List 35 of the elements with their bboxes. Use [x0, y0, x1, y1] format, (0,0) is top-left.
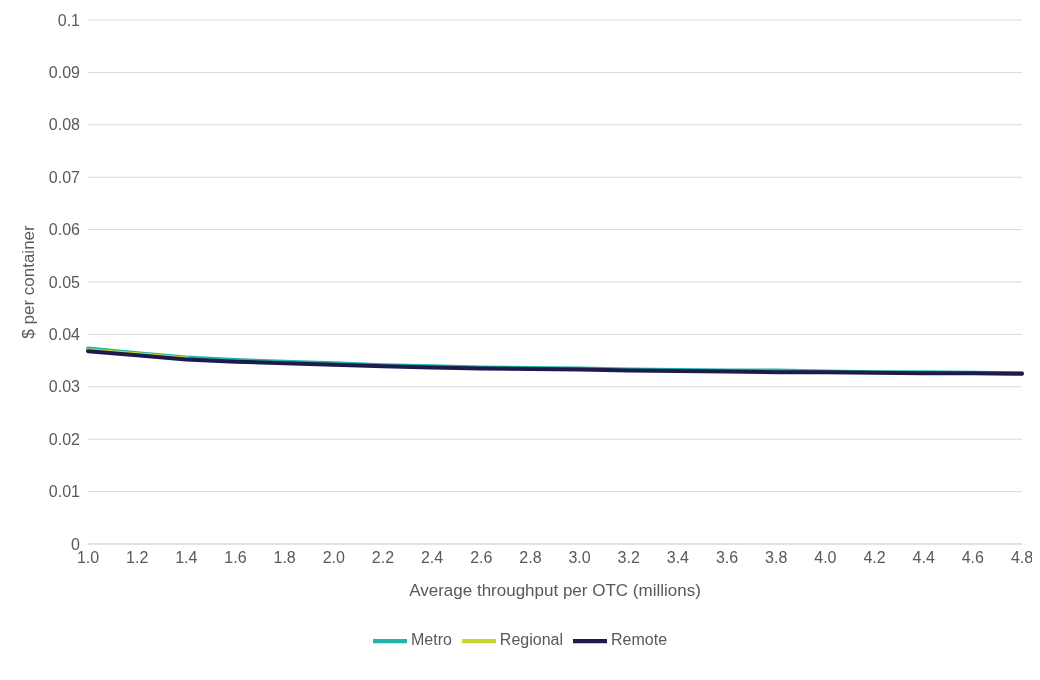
- x-tick-label: 2.2: [371, 549, 395, 567]
- x-tick-label: 4.6: [961, 549, 985, 567]
- x-tick-label: 2.8: [519, 549, 542, 567]
- y-tick-label: 0.1: [57, 11, 81, 29]
- x-tick-label: 2.4: [420, 549, 444, 567]
- x-tick-label: 4.4: [912, 549, 935, 567]
- legend-label: Metro: [410, 631, 452, 649]
- x-tick-label: 2.0: [322, 549, 346, 567]
- y-tick-label: 0.08: [48, 116, 81, 134]
- x-tick-label: 3.4: [666, 549, 690, 567]
- x-tick-label: 2.6: [470, 549, 493, 567]
- x-tick-label: 1.0: [76, 549, 100, 567]
- x-tick-label: 4.2: [863, 549, 886, 567]
- legend-label: Regional: [499, 631, 564, 649]
- x-tick-label: 3.6: [715, 549, 739, 567]
- y-axis-title: $ per container: [19, 224, 39, 339]
- x-axis-title: Average throughput per OTC (millions): [409, 581, 701, 600]
- x-tick-label: 3.2: [617, 549, 640, 567]
- y-tick-label: 0.05: [48, 273, 81, 291]
- y-tick-label: 0.04: [48, 326, 81, 344]
- x-tick-label: 3.8: [765, 549, 788, 567]
- y-tick-label: 0.03: [48, 378, 81, 396]
- y-tick-label: 0.02: [48, 430, 81, 448]
- y-tick-label: 0.01: [48, 483, 81, 501]
- y-tick-label: 0.09: [48, 64, 81, 82]
- x-tick-label: 1.8: [273, 549, 296, 567]
- x-tick-label: 1.4: [175, 549, 198, 567]
- x-tick-label: 3.0: [568, 549, 591, 567]
- y-tick-label: 0.06: [48, 221, 81, 239]
- x-tick-label: 4.0: [814, 549, 837, 567]
- x-tick-label: 1.6: [224, 549, 247, 567]
- x-tick-label: 1.2: [126, 549, 149, 567]
- legend-label: Remote: [611, 631, 668, 649]
- y-tick-label: 0.07: [48, 168, 81, 186]
- x-tick-label: 4.8: [1010, 549, 1034, 567]
